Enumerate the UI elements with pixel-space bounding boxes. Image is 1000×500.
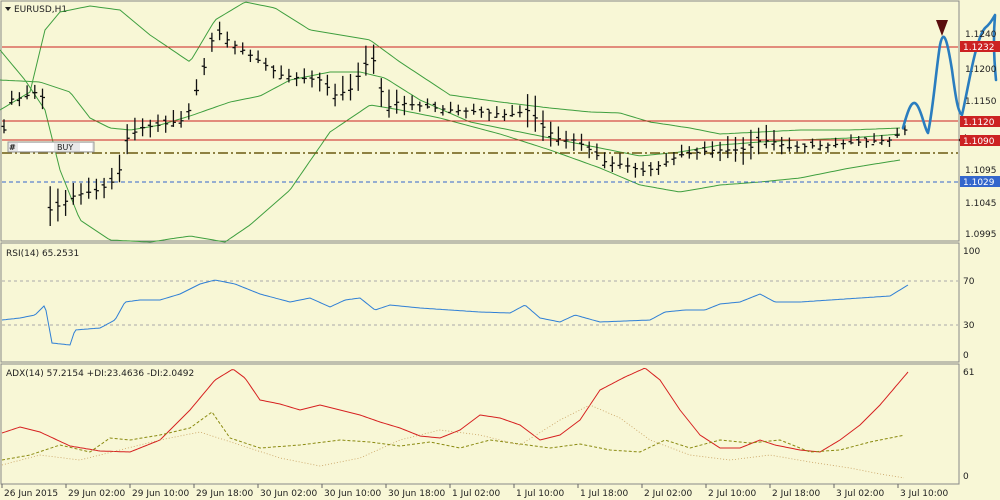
time-tick-label: 3 Jul 02:00 [836,489,885,499]
time-tick-label: 30 Jun 18:00 [388,489,445,499]
level-tag-text: 1.1232 [963,43,995,53]
time-axis: 26 Jun 2015 29 Jun 02:00 29 Jun 10:00 29 Ju… [1,484,949,499]
adx-label: ADX(14) 57.2154 +DI:23.4636 -DI:2.0492 [6,369,194,379]
time-tick-label: 3 Jul 10:00 [900,489,949,499]
adx-panel-frame [0,363,960,485]
time-tick-label: 2 Jul 10:00 [708,489,757,499]
minus-di-line [1,404,905,479]
rsi-line [1,279,909,346]
time-tick-label: 1 Jul 18:00 [580,489,629,499]
bollinger-upper [0,1,901,135]
level-tag [960,116,1000,127]
adx-line [1,367,909,453]
rsi-label: RSI(14) 65.2531 [6,249,79,259]
rsi-tick: 30 [963,321,975,331]
time-tick-label: 29 Jun 02:00 [68,489,125,499]
time-tick-label: 1 Jul 10:00 [516,489,565,499]
level-labels: 1.1232 1.1120 1.1090 1.1029 [960,41,1000,188]
price-levels [2,46,958,183]
price-panel-frame [0,0,960,242]
level-tag-text: 1.1029 [963,178,995,188]
time-tick-label: 2 Jul 18:00 [772,489,821,499]
one-click-trade-widget[interactable]: BUY # [7,141,95,153]
rsi-tick: 70 [963,277,975,287]
ohlc-bars [1,21,908,227]
level-tag [960,41,1000,52]
volume-field[interactable] [80,143,92,151]
price-tick: 1.1095 [965,166,997,176]
time-tick-label: 26 Jun 2015 [4,489,58,499]
rsi-indicator [1,279,958,346]
time-tick-label: 30 Jun 02:00 [260,489,317,499]
hash-icon: # [9,143,16,152]
symbol-header[interactable]: EURUSD,H1 [5,5,67,15]
bollinger-middle [0,71,901,157]
adx-indicator [1,367,909,479]
price-axis: 1.1240 1.1200 1.1150 1.1095 1.1045 1.099… [965,30,997,240]
level-tag [960,176,1000,187]
bollinger-lower [0,49,901,243]
time-tick-label: 1 Jul 02:00 [452,489,501,499]
forecast-curve [901,13,998,135]
triangle-down-icon[interactable] [5,7,11,11]
rsi-tick: 0 [963,351,969,361]
level-tag-text: 1.1120 [963,118,995,128]
price-tick: 1.1150 [965,97,997,107]
price-tick: 1.1200 [965,65,997,75]
adx-tick: 0 [963,472,969,482]
price-field[interactable] [18,143,54,151]
time-tick-label: 30 Jun 10:00 [324,489,381,499]
plus-di-line [1,411,905,461]
buy-button[interactable]: BUY [57,143,73,152]
rsi-panel-frame [0,242,960,363]
rsi-tick: 100 [963,247,980,257]
symbol-label: EURUSD,H1 [14,5,67,15]
time-tick-label: 29 Jun 18:00 [196,489,253,499]
price-tick: 1.0995 [965,230,997,240]
arrow-down-icon [936,20,948,36]
level-tag-text: 1.1090 [963,137,995,147]
price-tick: 1.1045 [965,199,997,209]
time-tick-label: 29 Jun 10:00 [132,489,189,499]
time-tick-label: 2 Jul 02:00 [644,489,693,499]
price-tick: 1.1240 [965,30,997,40]
adx-tick: 61 [963,368,974,378]
level-tag [960,135,1000,146]
